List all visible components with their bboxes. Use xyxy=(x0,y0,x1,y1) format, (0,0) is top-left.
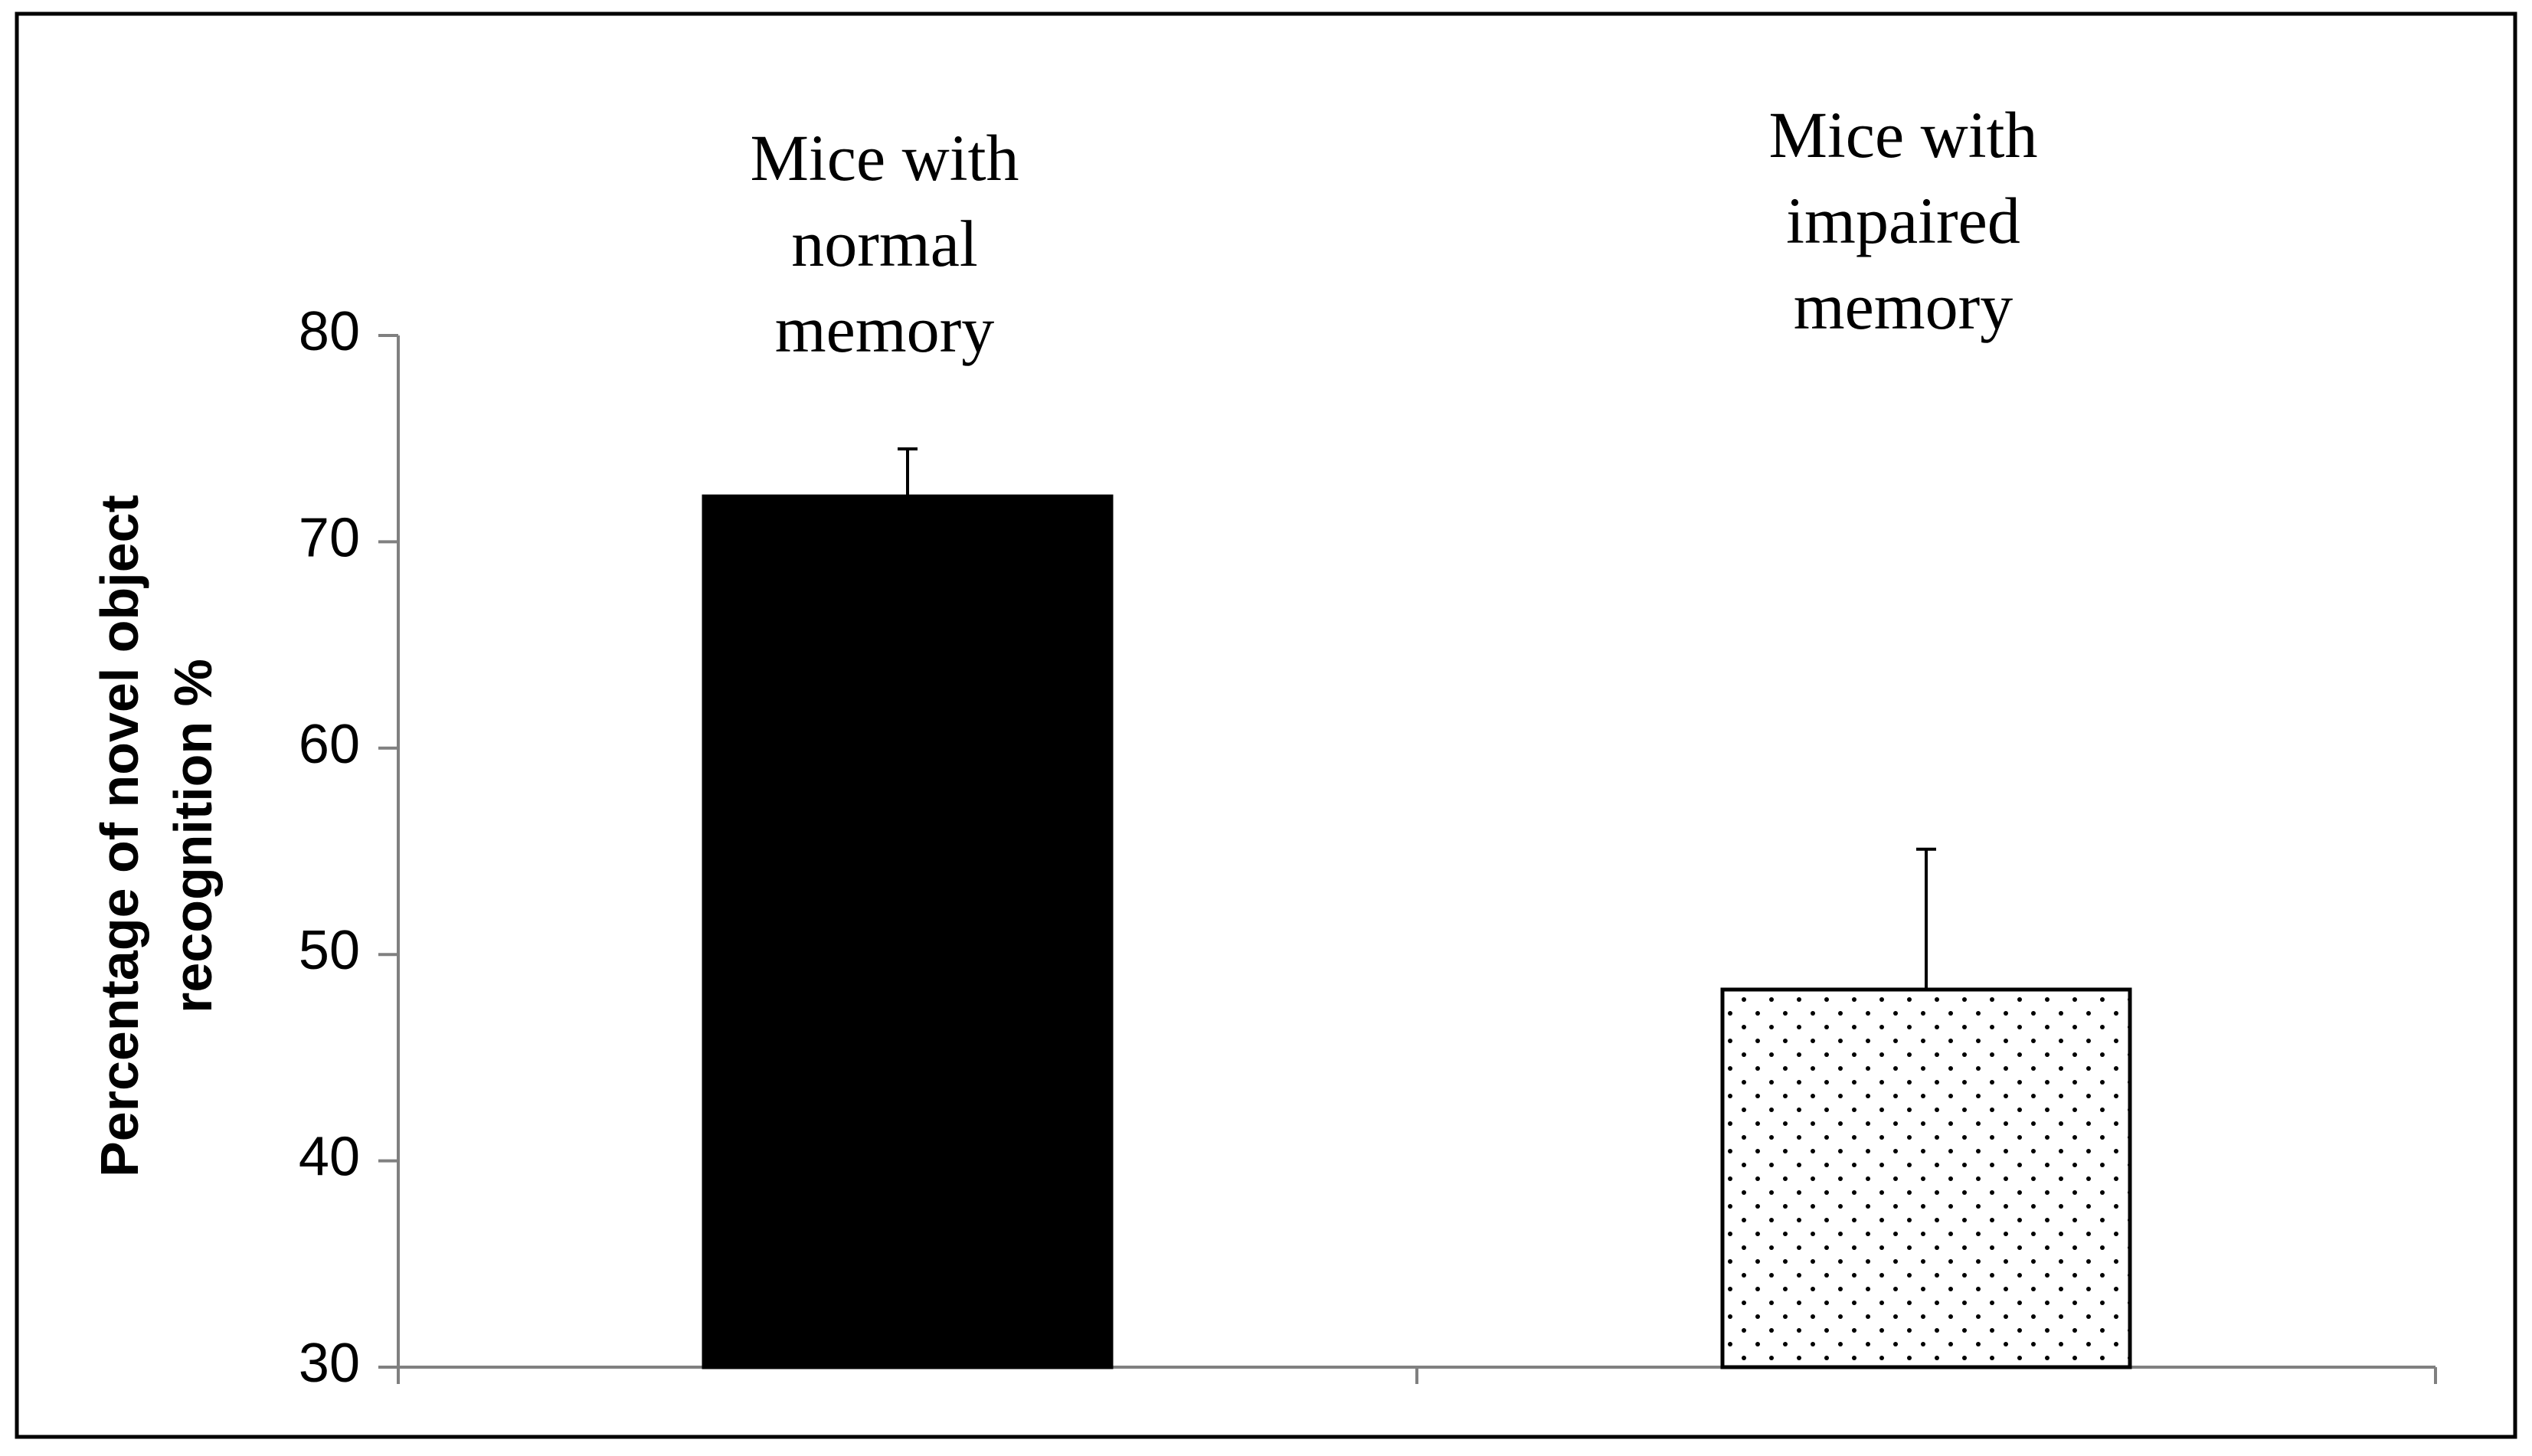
category-label: memory xyxy=(1794,270,2013,343)
bars xyxy=(702,447,2132,1369)
labels: Mice with normal memory Mice with impaired me… xyxy=(750,98,2037,366)
y-axis-title: recognition % xyxy=(163,659,223,1013)
category-label: Mice with xyxy=(1768,98,2037,172)
category-label: normal xyxy=(791,207,978,280)
axes: 30 40 50 60 70 80 Percentage of novel object re… xyxy=(90,301,2437,1394)
y-tick-label: 30 xyxy=(299,1333,360,1394)
y-tick-label: 80 xyxy=(299,301,360,362)
category-label: Mice with xyxy=(750,121,1019,195)
bar xyxy=(702,494,1114,1369)
y-tick-label: 40 xyxy=(299,1127,360,1188)
y-tick-label: 60 xyxy=(299,714,360,775)
bar xyxy=(1720,987,2132,1369)
category-label: impaired xyxy=(1786,184,2020,257)
y-tick-label: 70 xyxy=(299,507,360,568)
category-label: memory xyxy=(775,293,995,366)
y-tick-label: 50 xyxy=(299,920,360,981)
y-axis-title: Percentage of novel object xyxy=(90,495,149,1177)
chart-frame xyxy=(15,11,2517,1439)
